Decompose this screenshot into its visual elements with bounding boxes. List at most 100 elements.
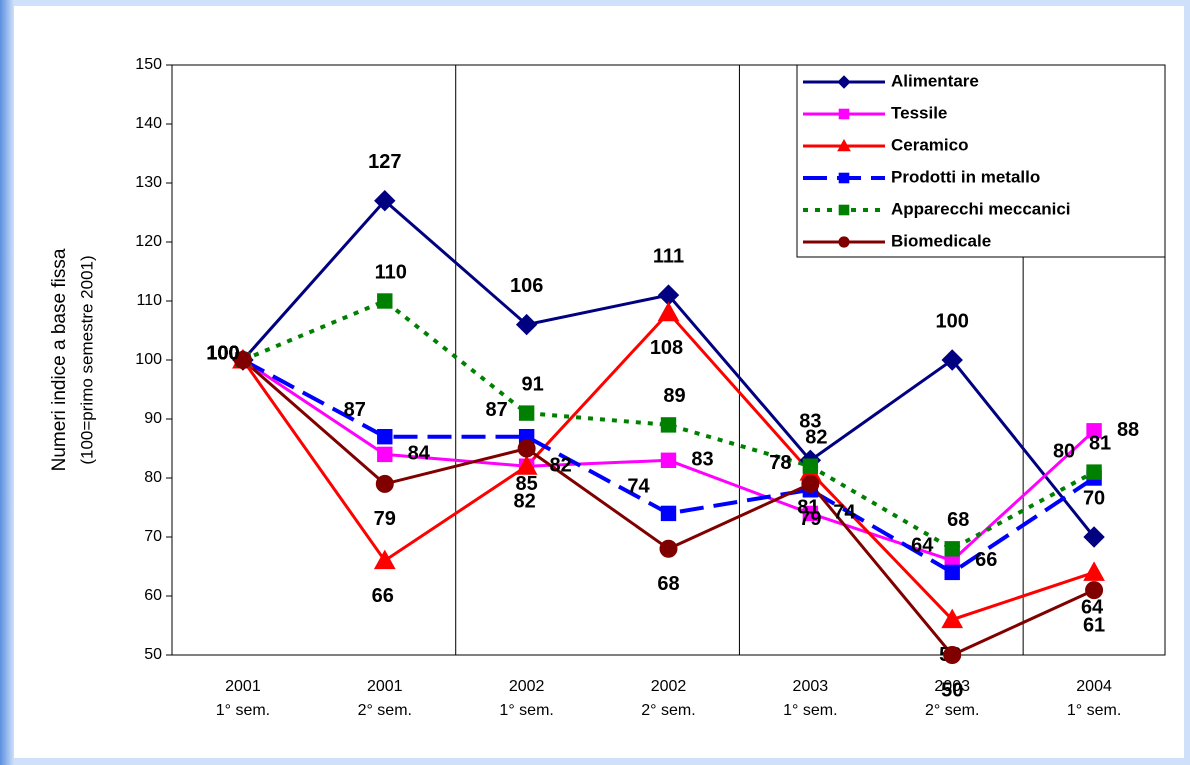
x-tick-label: 1° sem. (1067, 702, 1121, 719)
legend-label: Prodotti in metallo (891, 167, 1040, 186)
point (377, 446, 393, 463)
point (1085, 581, 1104, 600)
y-tick-label: 100 (135, 351, 162, 368)
y-tick-label: 50 (144, 646, 162, 663)
value-label: 82 (514, 490, 536, 512)
point (377, 293, 393, 309)
x-tick-label: 2° sem. (358, 702, 412, 719)
value-label: 84 (408, 443, 431, 465)
value-label: 88 (1117, 419, 1139, 441)
legend-marker (837, 138, 851, 152)
point (660, 452, 677, 469)
legend-marker (838, 172, 850, 184)
point (377, 429, 393, 445)
point (515, 455, 538, 475)
legend (796, 64, 1166, 258)
legend-label: Tessile (891, 103, 947, 122)
value-label: 70 (1083, 487, 1105, 509)
value-label: 100 (206, 342, 239, 364)
point (943, 646, 962, 664)
value-label: 87 (486, 399, 508, 421)
value-label: 50 (941, 679, 963, 701)
point (944, 564, 960, 581)
value-label: 100 (206, 342, 239, 364)
y-tick-label: 120 (135, 233, 162, 250)
y-tick-label: 90 (144, 410, 162, 427)
x-tick-label: 2° sem. (925, 702, 979, 719)
x-tick-label: 2001 (225, 678, 261, 695)
point (802, 505, 819, 522)
value-label: 68 (947, 509, 969, 531)
value-label: 85 (516, 473, 538, 495)
value-label: 100 (206, 342, 239, 364)
point (518, 405, 535, 421)
x-tick-label: 2001 (367, 678, 403, 695)
value-label: 110 (375, 261, 407, 283)
y-tick-label: 110 (136, 292, 162, 309)
value-label: 81 (1089, 432, 1111, 454)
y-tick-label: 140 (135, 115, 162, 132)
value-label: 108 (650, 337, 683, 359)
legend-label: Apparecchi meccanici (891, 199, 1071, 218)
value-label: 79 (799, 508, 821, 530)
y-tick-label: 150 (135, 56, 162, 73)
value-label: 111 (653, 245, 684, 267)
value-label: 68 (657, 573, 679, 595)
y-tick-label: 130 (135, 174, 162, 191)
point (1086, 464, 1102, 480)
value-label: 127 (368, 151, 401, 173)
value-label: 80 (1053, 440, 1075, 462)
point (801, 474, 820, 493)
frame-edge (0, 0, 14, 765)
value-label: 106 (510, 275, 543, 297)
x-tick-label: 2004 (1076, 678, 1112, 695)
x-tick-label: 2° sem. (641, 702, 695, 719)
legend-marker (838, 236, 850, 248)
legend-marker (838, 108, 850, 120)
value-label: 78 (769, 452, 791, 474)
value-label: 61 (1083, 614, 1105, 636)
value-label: 74 (833, 502, 856, 524)
point (659, 539, 678, 558)
y-tick-label: 70 (144, 528, 162, 545)
value-label: 91 (522, 373, 544, 395)
x-tick-label: 2003 (934, 678, 970, 695)
x-tick-label: 1° sem. (499, 702, 553, 719)
point (941, 349, 963, 371)
x-tick-label: 2002 (651, 678, 687, 695)
value-label: 66 (975, 549, 997, 571)
value-label: 82 (550, 454, 572, 476)
value-label: 83 (799, 411, 821, 433)
y-tick-label: 60 (144, 587, 162, 604)
value-label: 79 (374, 508, 396, 530)
y-axis-label: (100=primo semestre 2001) (77, 255, 96, 464)
point (941, 608, 964, 629)
point (1083, 561, 1105, 581)
y-tick-label: 80 (144, 469, 162, 486)
x-tick-label: 2002 (509, 678, 545, 695)
point (944, 541, 960, 557)
point (515, 313, 538, 336)
point (657, 301, 680, 322)
point (233, 351, 252, 369)
value-label: 100 (206, 342, 239, 364)
value-label: 64 (1081, 597, 1104, 619)
value-label: 100 (206, 342, 239, 364)
x-tick-label: 2003 (793, 678, 829, 695)
point (375, 474, 394, 493)
value-label: 100 (936, 310, 969, 332)
value-label: 74 (627, 476, 650, 498)
point (517, 439, 536, 458)
value-label: 89 (663, 385, 685, 407)
point (1083, 526, 1105, 548)
legend-marker (837, 75, 851, 89)
legend-marker (838, 204, 850, 216)
value-label: 87 (344, 399, 366, 421)
point (802, 458, 819, 474)
point (1086, 423, 1102, 439)
value-label: 83 (691, 449, 713, 471)
value-label: 66 (372, 585, 394, 607)
point (660, 417, 677, 433)
point (660, 505, 677, 522)
